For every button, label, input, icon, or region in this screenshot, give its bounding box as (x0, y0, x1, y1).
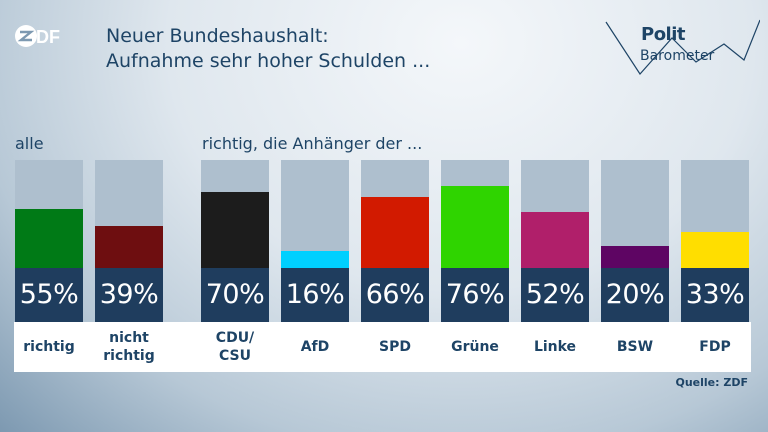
category-label: Grüne (451, 339, 499, 355)
category-label: FDP (699, 339, 731, 355)
bar (521, 212, 589, 268)
category-label: nicht richtig (103, 330, 155, 364)
data-label: 70% (201, 268, 269, 322)
category-label-band (14, 322, 751, 372)
group-label-supporters: richtig, die Anhänger der ... (202, 134, 423, 153)
bar (361, 197, 429, 268)
data-label: 39% (95, 268, 163, 322)
data-label: 52% (521, 268, 589, 322)
bar (201, 192, 269, 268)
data-label: 55% (15, 268, 83, 322)
category-label: BSW (616, 339, 654, 355)
data-label: 33% (681, 268, 749, 322)
bar (95, 226, 163, 268)
category-label: CDU/ CSU (215, 330, 255, 364)
category-label: Linke (533, 339, 577, 355)
category-label: richtig (23, 339, 75, 355)
data-label: 20% (601, 268, 669, 322)
zdf-logo: DF (15, 25, 60, 47)
politbarometer-subtitle: Barometer (640, 48, 715, 64)
data-label: 66% (361, 268, 429, 322)
bar (15, 209, 83, 268)
group-label-all: alle (15, 134, 44, 153)
bar (441, 186, 509, 268)
headline: Neuer Bundeshaushalt: Aufnahme sehr hohe… (106, 24, 430, 74)
headline-line-2: Aufnahme sehr hoher Schulden ... (106, 50, 431, 72)
bar (601, 246, 669, 268)
svg-text:DF: DF (36, 27, 60, 47)
bar (281, 251, 349, 268)
data-label: 16% (281, 268, 349, 322)
bar (681, 232, 749, 268)
source-note: Quelle: ZDF (675, 376, 749, 389)
politbarometer-logo (605, 19, 760, 75)
data-label: 76% (441, 268, 509, 322)
politbarometer-title: Polit (641, 24, 686, 45)
headline-line-1: Neuer Bundeshaushalt: (106, 25, 329, 47)
bar-track (281, 160, 349, 268)
category-label: AfD (300, 339, 330, 355)
category-label: SPD (379, 339, 411, 355)
